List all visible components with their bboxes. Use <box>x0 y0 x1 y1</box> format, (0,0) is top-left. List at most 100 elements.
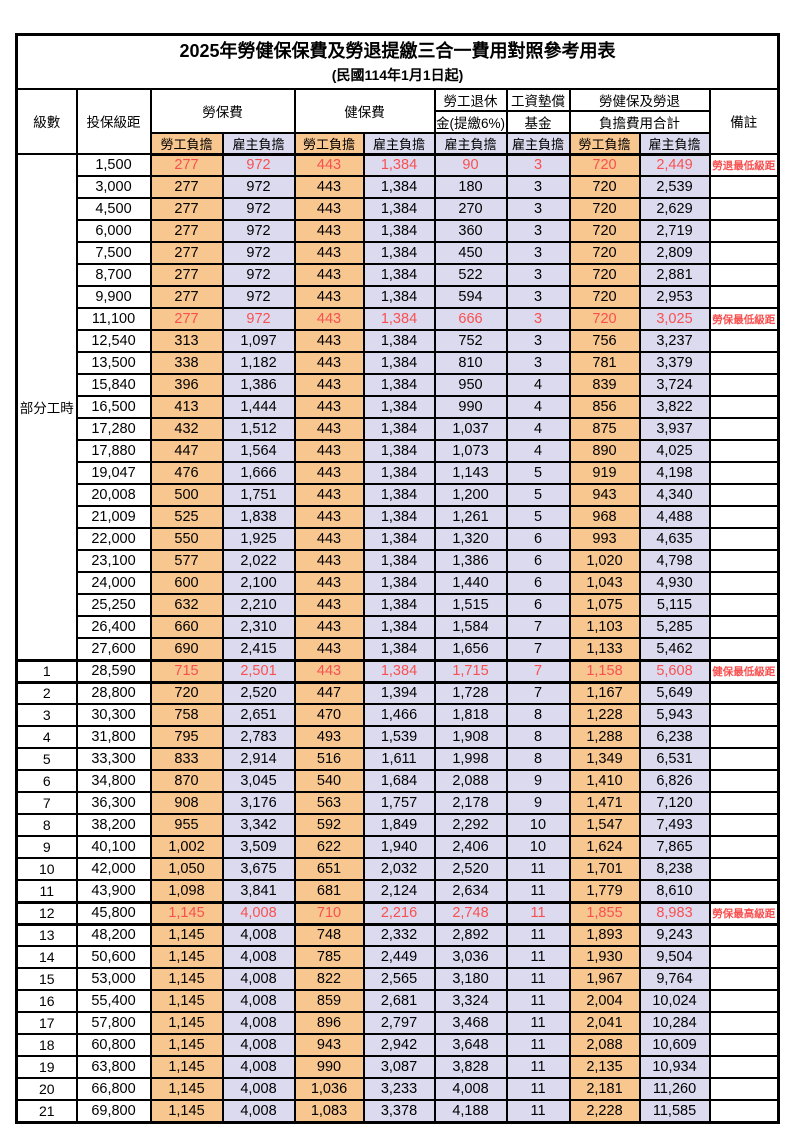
fund-employer-cell: 11 <box>505 989 571 1013</box>
labor-employer-cell: 1,666 <box>221 461 296 485</box>
note-cell <box>708 1055 780 1079</box>
insured-bracket-cell: 42,000 <box>75 857 152 881</box>
health-employer-cell: 2,216 <box>362 900 436 926</box>
pension-employer-cell: 450 <box>433 241 508 265</box>
insured-bracket-cell: 23,100 <box>75 549 152 573</box>
pension-employer-cell: 3,324 <box>433 989 508 1013</box>
note-cell <box>708 571 780 595</box>
fund-employer-cell: 4 <box>505 373 571 397</box>
total-employer-cell: 9,504 <box>638 945 711 969</box>
health-employee-cell: 443 <box>293 329 365 353</box>
pension-employer-cell: 1,656 <box>433 637 508 661</box>
health-employee-cell: 443 <box>293 219 365 243</box>
table-row: 16,500 413 1,444 443 1,384 990 4 856 3,822 <box>17 395 780 419</box>
total-employer-cell: 5,649 <box>638 681 711 705</box>
health-employee-cell: 622 <box>293 835 365 859</box>
health-employer-cell: 1,684 <box>362 769 436 793</box>
total-employer-cell: 4,488 <box>638 505 711 529</box>
level-group-cell: 部分工時 <box>15 153 78 661</box>
table-row: 18 60,800 1,145 4,008 943 2,942 3,648 11 2,088 10… <box>15 1033 780 1057</box>
health-employee-cell: 540 <box>293 769 365 793</box>
labor-employee-cell: 632 <box>149 593 224 617</box>
health-employer-cell: 1,384 <box>362 219 436 243</box>
total-employee-cell: 919 <box>568 461 641 485</box>
total-employee-cell: 1,701 <box>568 857 641 881</box>
health-employee-cell: 443 <box>293 263 365 287</box>
labor-employer-cell: 3,045 <box>221 769 296 793</box>
total-employer-cell: 5,943 <box>638 703 711 727</box>
insured-bracket-cell: 57,800 <box>75 1011 152 1035</box>
fund-employer-cell: 4 <box>505 395 571 419</box>
labor-employee-cell: 795 <box>149 725 224 749</box>
pension-employer-cell: 666 <box>433 307 508 331</box>
header-labor-employer: 雇主負擔 <box>221 131 296 156</box>
header-fund-line2: 基金 <box>505 109 571 134</box>
note-cell <box>708 879 780 903</box>
labor-employer-cell: 2,914 <box>221 747 296 771</box>
insured-bracket-cell: 4,500 <box>75 197 152 221</box>
insured-bracket-cell: 21,009 <box>75 505 152 529</box>
pension-employer-cell: 3,036 <box>433 945 508 969</box>
health-employer-cell: 2,797 <box>362 1011 436 1035</box>
health-employer-cell: 1,384 <box>362 285 436 309</box>
labor-employer-cell: 3,509 <box>221 835 296 859</box>
health-employee-cell: 443 <box>293 571 365 595</box>
labor-employee-cell: 1,145 <box>149 1011 224 1035</box>
insured-bracket-cell: 50,600 <box>75 945 152 969</box>
health-employer-cell: 1,384 <box>362 175 436 199</box>
pension-employer-cell: 1,073 <box>433 439 508 463</box>
labor-employee-cell: 600 <box>149 571 224 595</box>
labor-employee-cell: 955 <box>149 813 224 837</box>
labor-employee-cell: 447 <box>149 439 224 463</box>
health-employee-cell: 592 <box>293 813 365 837</box>
insured-bracket-cell: 13,500 <box>75 351 152 375</box>
labor-employee-cell: 413 <box>149 395 224 419</box>
insured-bracket-cell: 43,900 <box>75 879 152 903</box>
total-employer-cell: 10,934 <box>638 1055 711 1079</box>
total-employee-cell: 1,288 <box>568 725 641 749</box>
total-employer-cell: 6,238 <box>638 725 711 749</box>
pension-employer-cell: 1,515 <box>433 593 508 617</box>
insured-bracket-cell: 45,800 <box>75 900 152 926</box>
labor-employer-cell: 972 <box>221 197 296 221</box>
insured-bracket-cell: 38,200 <box>75 813 152 837</box>
health-employee-cell: 443 <box>293 417 365 441</box>
fund-employer-cell: 8 <box>505 725 571 749</box>
fund-employer-cell: 3 <box>505 219 571 243</box>
labor-employer-cell: 4,008 <box>221 1055 296 1079</box>
table-row: 17,280 432 1,512 443 1,384 1,037 4 875 3,937 <box>17 417 780 441</box>
header-pension-employer: 雇主負擔 <box>433 131 508 156</box>
health-employer-cell: 3,087 <box>362 1055 436 1079</box>
labor-employer-cell: 2,501 <box>221 658 296 684</box>
health-employer-cell: 1,384 <box>362 505 436 529</box>
insured-bracket-cell: 60,800 <box>75 1033 152 1057</box>
labor-employee-cell: 1,002 <box>149 835 224 859</box>
health-employer-cell: 1,384 <box>362 593 436 617</box>
total-employee-cell: 1,167 <box>568 681 641 705</box>
health-employee-cell: 710 <box>293 900 365 926</box>
pension-employer-cell: 1,261 <box>433 505 508 529</box>
note-cell <box>708 197 780 221</box>
labor-employer-cell: 4,008 <box>221 900 296 926</box>
table-row: 13,500 338 1,182 443 1,384 810 3 781 3,379 <box>17 351 780 375</box>
total-employee-cell: 720 <box>568 197 641 221</box>
labor-employee-cell: 1,145 <box>149 945 224 969</box>
labor-employer-cell: 1,925 <box>221 527 296 551</box>
total-employee-cell: 2,041 <box>568 1011 641 1035</box>
health-employer-cell: 1,384 <box>362 351 436 375</box>
header-total-line2: 負擔費用合計 <box>568 109 711 134</box>
fund-employer-cell: 4 <box>505 417 571 441</box>
insured-bracket-cell: 16,500 <box>75 395 152 419</box>
health-employer-cell: 2,124 <box>362 879 436 903</box>
table-row: 21,009 525 1,838 443 1,384 1,261 5 968 4,488 <box>17 505 780 529</box>
total-employer-cell: 5,285 <box>638 615 711 639</box>
total-employer-cell: 5,115 <box>638 593 711 617</box>
total-employer-cell: 3,237 <box>638 329 711 353</box>
total-employer-cell: 8,238 <box>638 857 711 881</box>
header-total-employer: 雇主負擔 <box>638 131 711 156</box>
labor-employee-cell: 550 <box>149 527 224 551</box>
labor-employee-cell: 277 <box>149 241 224 265</box>
header-health-employer: 雇主負擔 <box>362 131 436 156</box>
insured-bracket-cell: 55,400 <box>75 989 152 1013</box>
total-employer-cell: 3,025 <box>638 307 711 331</box>
